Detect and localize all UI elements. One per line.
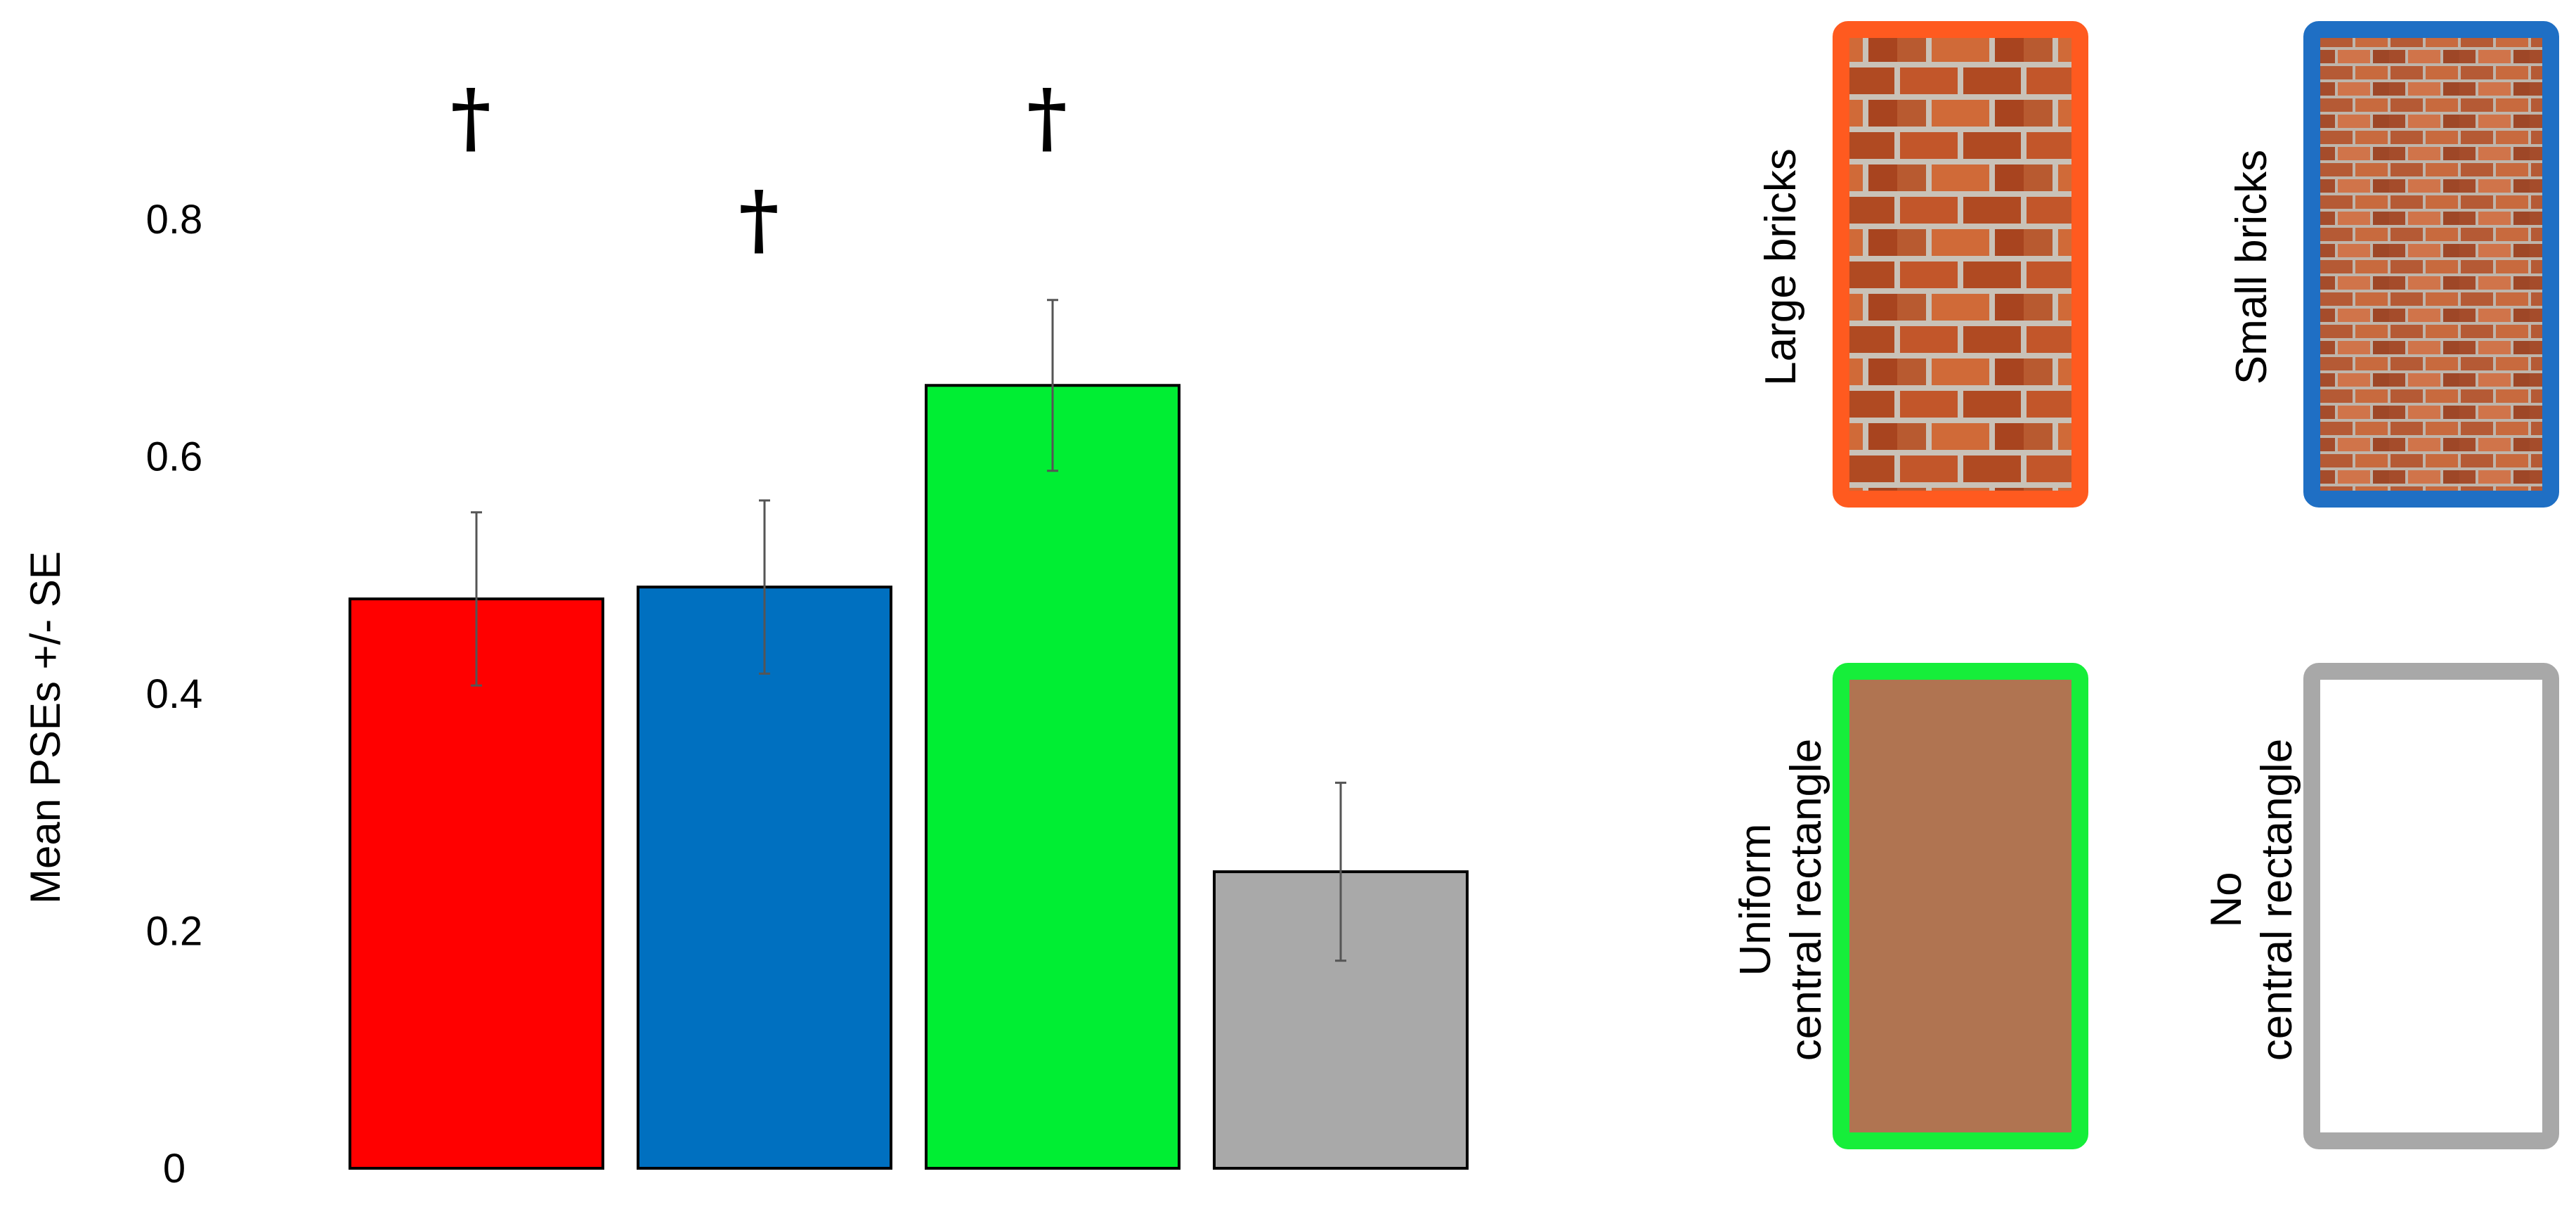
legend-item-1: Large bricks	[1757, 21, 2088, 508]
y-axis-label: Mean PSEs +/- SE	[22, 551, 69, 904]
legend-label: No	[2202, 872, 2251, 927]
y-tick-label: 0.8	[146, 197, 203, 243]
y-axis-ticks: 0 0.2 0.4 0.6 0.8	[146, 197, 203, 1191]
legend-item-3: Uniform central rectangle	[1731, 663, 2088, 1149]
legend-swatch	[1833, 663, 2088, 1149]
legend-item-4: No central rectangle	[2202, 663, 2559, 1149]
error-bar-3	[1047, 299, 1058, 472]
legend-item-2: Small bricks	[2227, 21, 2559, 508]
legend-label: central rectangle	[1782, 739, 1830, 1061]
significance-dagger: †	[450, 72, 491, 162]
legend-swatch	[2303, 663, 2559, 1149]
y-tick-label: 0.2	[146, 909, 203, 955]
significance-markers: † † †	[450, 72, 1067, 264]
significance-dagger: †	[739, 174, 779, 264]
y-tick-label: 0	[163, 1146, 186, 1191]
bar-2	[637, 586, 892, 1170]
error-bars	[471, 299, 1346, 962]
legend-label: Large bricks	[1757, 148, 1805, 386]
legend-swatch	[2303, 21, 2559, 508]
y-tick-label: 0.4	[146, 671, 203, 717]
error-bar-1	[471, 511, 482, 687]
bar-3	[925, 384, 1180, 1170]
error-bar-2	[759, 499, 770, 675]
legend-swatch	[1833, 21, 2088, 508]
legend-label: Small bricks	[2227, 150, 2276, 385]
legend-label: Uniform	[1731, 823, 1780, 976]
legend-label: central rectangle	[2253, 739, 2301, 1061]
significance-dagger: †	[1027, 72, 1067, 162]
y-tick-label: 0.6	[146, 434, 203, 480]
bar-1	[349, 597, 604, 1170]
error-bar-4	[1335, 782, 1346, 962]
bars	[349, 384, 1469, 1170]
